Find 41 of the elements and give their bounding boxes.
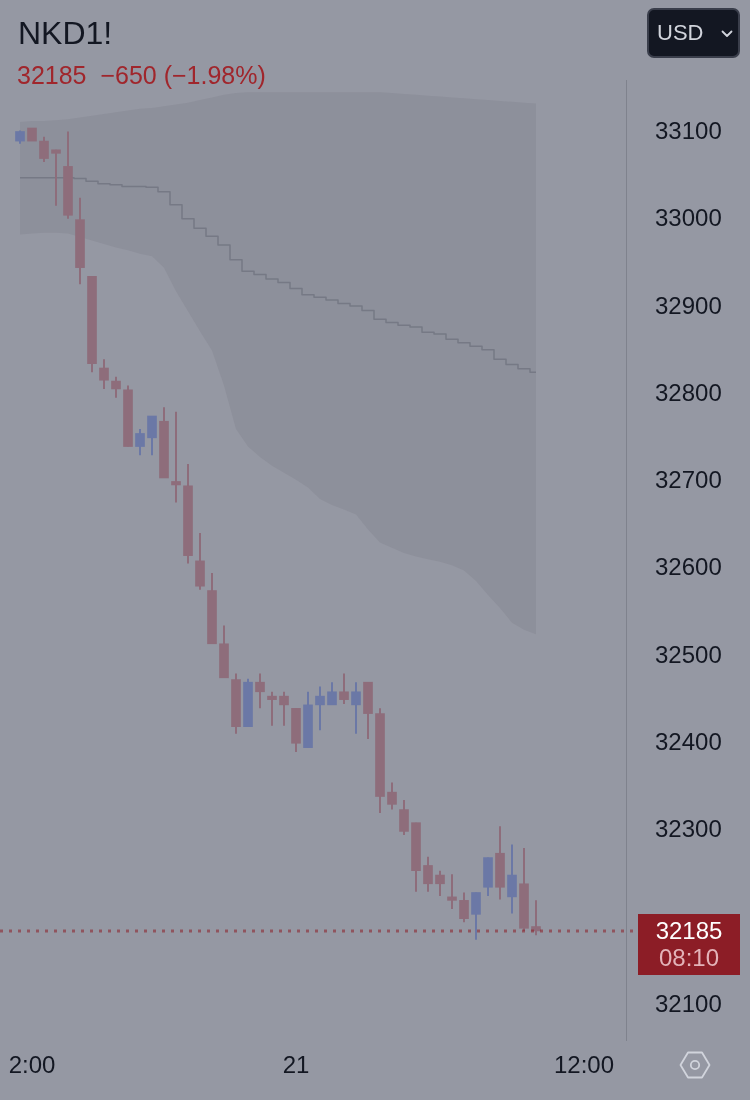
y-tick-label: 32300 <box>655 815 722 843</box>
y-tick-label: 32100 <box>655 989 722 1017</box>
ref-line-label: 32185 <box>655 916 723 944</box>
candlestick <box>507 843 517 915</box>
y-tick-label: 33100 <box>655 116 722 144</box>
y-tick-label: 32800 <box>655 378 722 406</box>
candlestick <box>147 415 157 457</box>
candlestick <box>279 690 289 727</box>
candlestick <box>255 672 265 710</box>
x-tick-label: 12:00 <box>553 1051 615 1079</box>
candlestick <box>399 799 409 836</box>
candlestick <box>315 685 325 732</box>
candlestick <box>459 891 469 924</box>
candlestick <box>135 428 145 457</box>
y-tick-label: 32600 <box>655 553 722 581</box>
candlestick <box>111 375 121 399</box>
candlestick <box>171 410 181 504</box>
y-tick-label: 32700 <box>655 466 722 494</box>
candlestick <box>99 358 109 390</box>
y-tick-label: 32400 <box>655 727 722 755</box>
y-tick-label: 32900 <box>655 291 722 319</box>
candlestick <box>351 681 361 735</box>
x-tick-label: 2:00 <box>8 1051 56 1079</box>
candlestick <box>531 899 541 937</box>
candlestick <box>471 891 481 941</box>
candlestick <box>435 869 445 897</box>
text: 08:10 <box>658 943 720 971</box>
candlestick <box>447 873 457 911</box>
candlestick <box>267 690 277 727</box>
x-tick-label: 21 <box>282 1051 310 1079</box>
candlestick <box>39 135 49 164</box>
candlestick <box>327 681 337 706</box>
candlestick <box>51 148 61 207</box>
chart-subtitle: 32185 −650 (−1.98%) <box>17 60 266 90</box>
candlestick <box>423 855 433 893</box>
candlestick <box>339 672 349 705</box>
y-tick-label: 33000 <box>655 204 722 232</box>
candlestick <box>387 781 397 811</box>
currency-dropdown: USD <box>647 8 740 58</box>
y-tick-label: 32500 <box>655 640 722 668</box>
chart-title: NKD1! <box>18 14 113 52</box>
